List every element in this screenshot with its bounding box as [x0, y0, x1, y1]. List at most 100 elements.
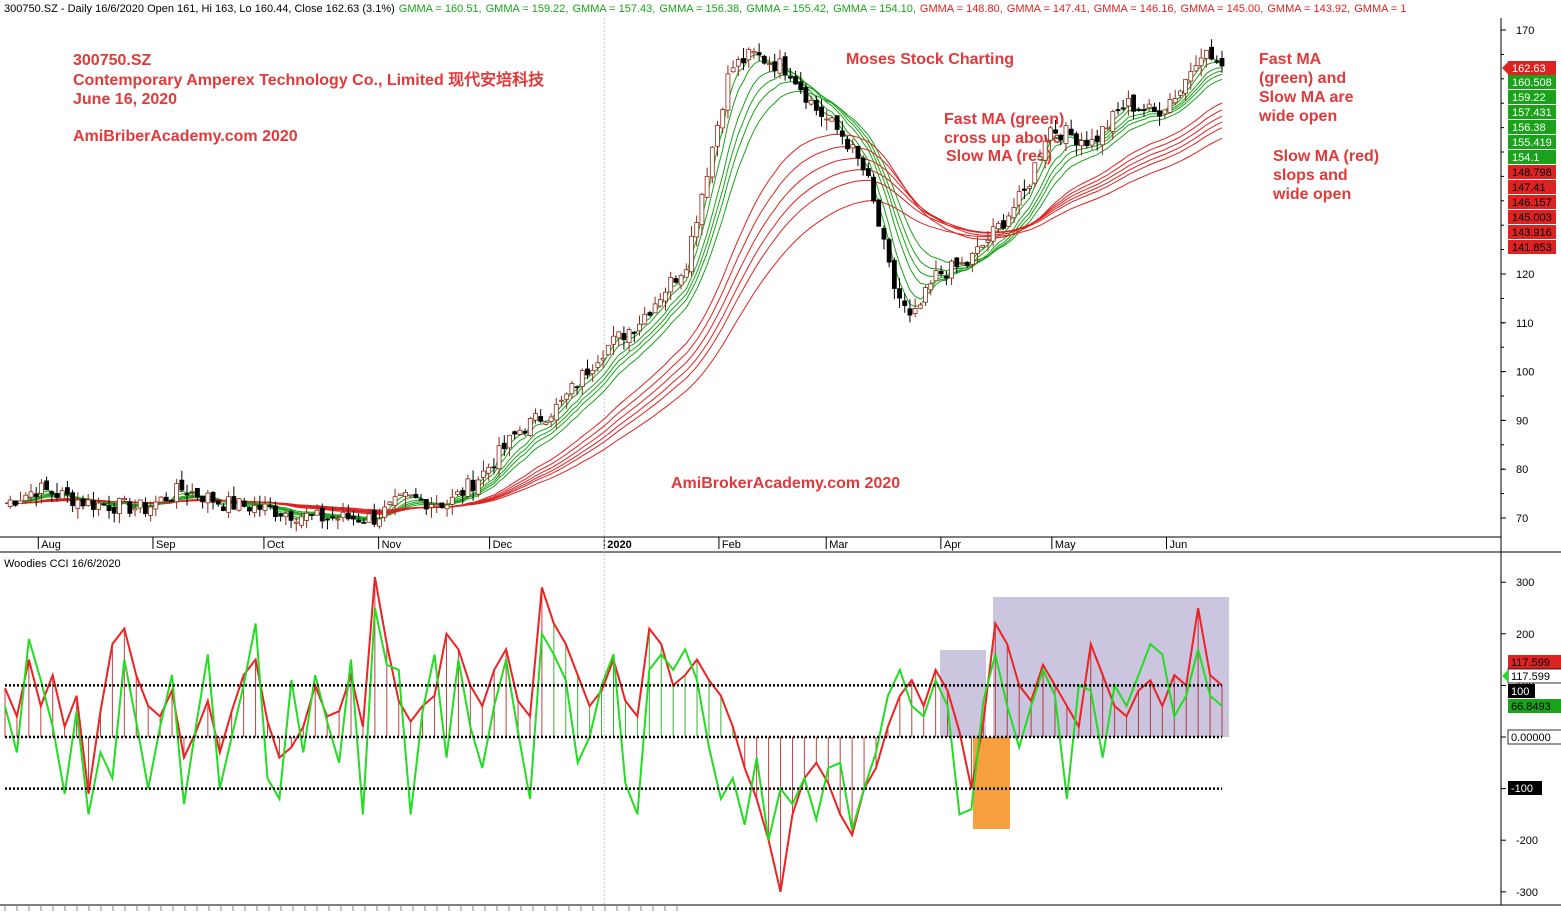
candle-body [767, 63, 772, 66]
candle-body [28, 491, 34, 498]
candle-body [460, 490, 466, 496]
highlight-box-orange [973, 737, 1010, 829]
gmma-header-item: GMMA = 155.42, [746, 3, 829, 15]
candle-body [683, 269, 689, 278]
candle-body [860, 157, 866, 171]
candle-body [839, 130, 845, 137]
candle-body [678, 275, 684, 286]
price-tag-label: 156.38 [1512, 122, 1546, 134]
price-tag-label: 154.1 [1512, 152, 1540, 164]
candle-body [44, 480, 50, 490]
candle-body [413, 494, 419, 498]
price-tag-label: 145.003 [1512, 212, 1552, 224]
candle-body [1079, 140, 1084, 147]
date-axis-label: Nov [382, 539, 402, 551]
candle-body [1016, 191, 1022, 206]
candle-body [1136, 109, 1142, 111]
candle-body [746, 48, 752, 61]
cci-title: Woodies CCI 16/6/2020 [4, 558, 121, 570]
candle-body [335, 518, 341, 521]
gmma-header-item: GMMA = 160.51, [399, 3, 482, 15]
candle-body [907, 308, 913, 316]
candle-body [819, 106, 824, 117]
candle-body [148, 506, 154, 516]
candle-body [418, 498, 424, 501]
candle-body [1099, 126, 1105, 146]
candle-body [434, 504, 440, 507]
candle-body [299, 516, 304, 526]
candle-body [673, 278, 679, 283]
candle-body [777, 58, 783, 74]
candle-body [377, 518, 382, 527]
site-label-top: AmiBriberAcademy.com 2020 [73, 128, 298, 145]
candle-body [881, 227, 887, 240]
candle-body [1021, 188, 1027, 191]
cross-note-1: Fast MA (green) [944, 111, 1064, 128]
candle-body [387, 501, 393, 505]
candle-body [876, 199, 882, 227]
candle-body [1037, 156, 1043, 161]
candle-body [980, 245, 986, 248]
candle-body [85, 499, 91, 506]
candle-body [642, 313, 648, 325]
candle-body [943, 275, 949, 279]
candle-body [1157, 110, 1162, 117]
gmma-header-item: GMMA = 147.41, [1007, 3, 1090, 15]
cci-panel: 3002001000-100-200-300117.599117.5991006… [4, 576, 1561, 911]
candle-body [975, 246, 980, 254]
candle-body [621, 333, 627, 341]
candle-body [319, 507, 325, 522]
candle-body [787, 76, 793, 79]
cci-value-tag-label: 117.599 [1511, 671, 1550, 683]
candle-body [897, 288, 902, 299]
candle-body [1219, 58, 1225, 67]
candle-body [1042, 140, 1048, 161]
candle-body [361, 522, 367, 524]
price-tag-label: 143.916 [1512, 227, 1552, 239]
price-tag-box [1508, 150, 1556, 164]
site-label-bottom: AmiBrokerAcademy.com 2020 [671, 475, 900, 492]
price-axis-label: 120 [1516, 269, 1534, 281]
candle-body [65, 487, 70, 495]
candle-body [325, 518, 330, 521]
gmma-header-item: GMMA = 156.38, [659, 3, 742, 15]
price-tag-box [1508, 195, 1556, 209]
candle-body [106, 505, 112, 511]
fast-note-1: Fast MA [1259, 51, 1322, 68]
candle-body [637, 323, 642, 332]
candle-body [845, 138, 850, 150]
candle-body [1001, 220, 1006, 229]
cci-value-tag-box [1507, 729, 1561, 745]
candle-body [543, 421, 549, 425]
candle-body [163, 496, 169, 502]
candle-body [293, 521, 299, 524]
candle-body [382, 506, 388, 518]
cci-value-tag-box [1508, 781, 1542, 795]
candle-body [262, 503, 268, 511]
candle-body [699, 193, 705, 226]
candle-body [761, 55, 767, 64]
price-tag-box [1508, 135, 1556, 149]
gmma-header-item: GMMA = 157.43, [572, 3, 655, 15]
candle-body [49, 491, 55, 495]
candle-body [1053, 129, 1058, 134]
date-axis-label: Aug [41, 539, 61, 551]
price-panel: 70 80 90 100 110 120 170 Aug Sep Oct Nov Dec 2020 Feb… [4, 18, 1556, 905]
gmma-header-item: GMMA = 143.92, [1267, 3, 1350, 15]
candle-body [990, 226, 996, 242]
candle-body [345, 512, 351, 520]
candle-body [179, 479, 185, 491]
price-tag-box [1508, 61, 1556, 75]
candle-body [585, 368, 590, 376]
candle-body [912, 308, 918, 314]
candle-body [850, 144, 856, 149]
candle-body [1209, 46, 1214, 60]
candle-body [579, 370, 585, 387]
candle-body [1110, 111, 1116, 132]
candle-body [1193, 65, 1199, 72]
price-axis-label: 100 [1516, 367, 1534, 379]
candle-body [829, 117, 835, 122]
company-label: Contemporary Amperex Technology Co., Lim… [73, 70, 545, 89]
date-axis-label: Oct [267, 539, 284, 551]
candle-body [949, 260, 954, 279]
